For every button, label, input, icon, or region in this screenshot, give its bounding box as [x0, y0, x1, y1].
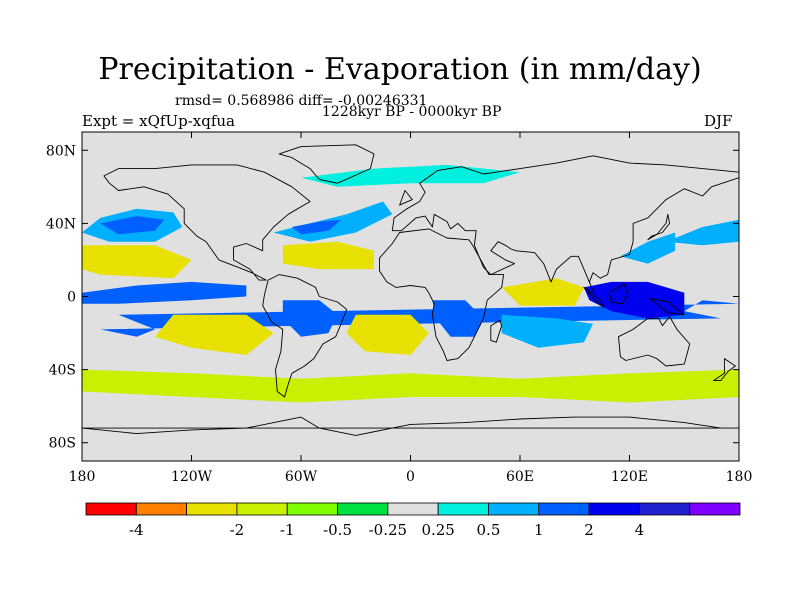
coastline-layer [82, 144, 739, 436]
colorbar-label: -0.25 [369, 521, 407, 539]
coastline-eurasia [391, 155, 739, 292]
y-tick-label: 40S [49, 363, 76, 379]
axis-ticks: 180 120W 60W 0 60E 120E 180 80N 40N 0 40S 80S [46, 132, 752, 485]
field-region-n-pacific-dry-subtropics [82, 245, 192, 279]
field-region-southern-africa-wet [432, 300, 484, 337]
x-tick-label: 60W [285, 469, 318, 485]
field-region-south-america-wet [282, 300, 338, 337]
coastline-madagascar [490, 319, 503, 343]
colorbar-box-4 [286, 502, 338, 516]
colorbar-box-1 [135, 502, 188, 516]
colorbar-label: 4 [635, 521, 645, 539]
coastline-africa [379, 228, 505, 361]
colorbar-box-12 [689, 502, 741, 516]
colorbar: -4 -2 -1 -0.5 -0.25 0.25 0.5 1 2 4 [85, 502, 741, 539]
field-region-east-asia-wet [620, 232, 676, 264]
coastline-antarctica [82, 416, 739, 436]
coastline-uk [399, 190, 413, 206]
season-label: DJF [704, 112, 733, 130]
colorbar-box-3 [236, 502, 288, 516]
colorbar-box-10 [588, 502, 640, 516]
field-region-s-atlantic-dry [346, 314, 429, 355]
experiment-label: Expt = xQfUp-xqfua [82, 112, 235, 130]
colorbar-box-0 [85, 502, 137, 516]
field-region-indian-ocean-dry [501, 278, 584, 306]
colorbar-label: -4 [129, 521, 144, 539]
coastline-sumatra [583, 286, 605, 308]
y-tick-label: 0 [67, 290, 76, 306]
colorbar-label: -2 [230, 521, 245, 539]
colorbar-label: 0.25 [421, 521, 454, 539]
coastline-north-america [103, 164, 311, 281]
chart-title: Precipitation - Evaporation (in mm/day) [98, 52, 702, 87]
y-tick-label: 40N [46, 216, 76, 232]
x-tick-label: 60E [506, 469, 534, 485]
colorbar-box-8 [488, 502, 540, 516]
field-region-pacific-itcz [82, 281, 247, 304]
period-text: 1228kyr BP - 0000kyr BP [322, 104, 502, 120]
colorbar-box-7 [437, 502, 489, 516]
colorbar-box-2 [186, 502, 238, 516]
colorbar-label: 2 [584, 521, 594, 539]
colorbar-label: -0.5 [323, 521, 352, 539]
field-layer [82, 164, 739, 403]
field-region-s-indian-wet [501, 314, 593, 348]
field-region-maritime-continent [583, 281, 685, 319]
colorbar-label: -1 [280, 521, 295, 539]
x-tick-label: 180 [69, 469, 96, 485]
coastline-new-guinea [649, 297, 685, 316]
field-region-n-atlantic-dry-subtropics [282, 241, 374, 270]
x-tick-label: 0 [406, 469, 415, 485]
field-region-arctic-wet [301, 164, 520, 187]
coastline-south-america [262, 274, 348, 398]
field-region-n-atlantic-core [291, 219, 342, 235]
coastline-japan [647, 213, 671, 241]
x-tick-label: 120W [171, 469, 213, 485]
coastline-borneo [608, 283, 629, 305]
x-tick-label: 120E [611, 469, 648, 485]
field-region-n-pacific-core [100, 216, 165, 235]
y-tick-label: 80S [49, 436, 76, 452]
coastline-australia [618, 316, 691, 367]
x-tick-label: 180 [726, 469, 753, 485]
field-region-southern-ocean-band [82, 369, 739, 403]
coastline-new-zealand [713, 358, 736, 382]
colorbar-box-11 [638, 502, 691, 516]
coastline-greenland [278, 144, 375, 184]
colorbar-box-9 [538, 502, 590, 516]
colorbar-label: 0.5 [477, 521, 501, 539]
colorbar-box-5 [337, 502, 389, 516]
field-region-n-pacific-wet-west [666, 219, 739, 246]
y-tick-label: 80N [46, 143, 76, 159]
colorbar-box-6 [387, 502, 439, 516]
field-region-s-pacific-convergence [100, 300, 739, 337]
field-region-s-pacific-dry [155, 314, 274, 355]
colorbar-label: 1 [534, 521, 544, 539]
stats-text: rmsd= 0.568986 diff= -0.00246331 [175, 93, 428, 109]
